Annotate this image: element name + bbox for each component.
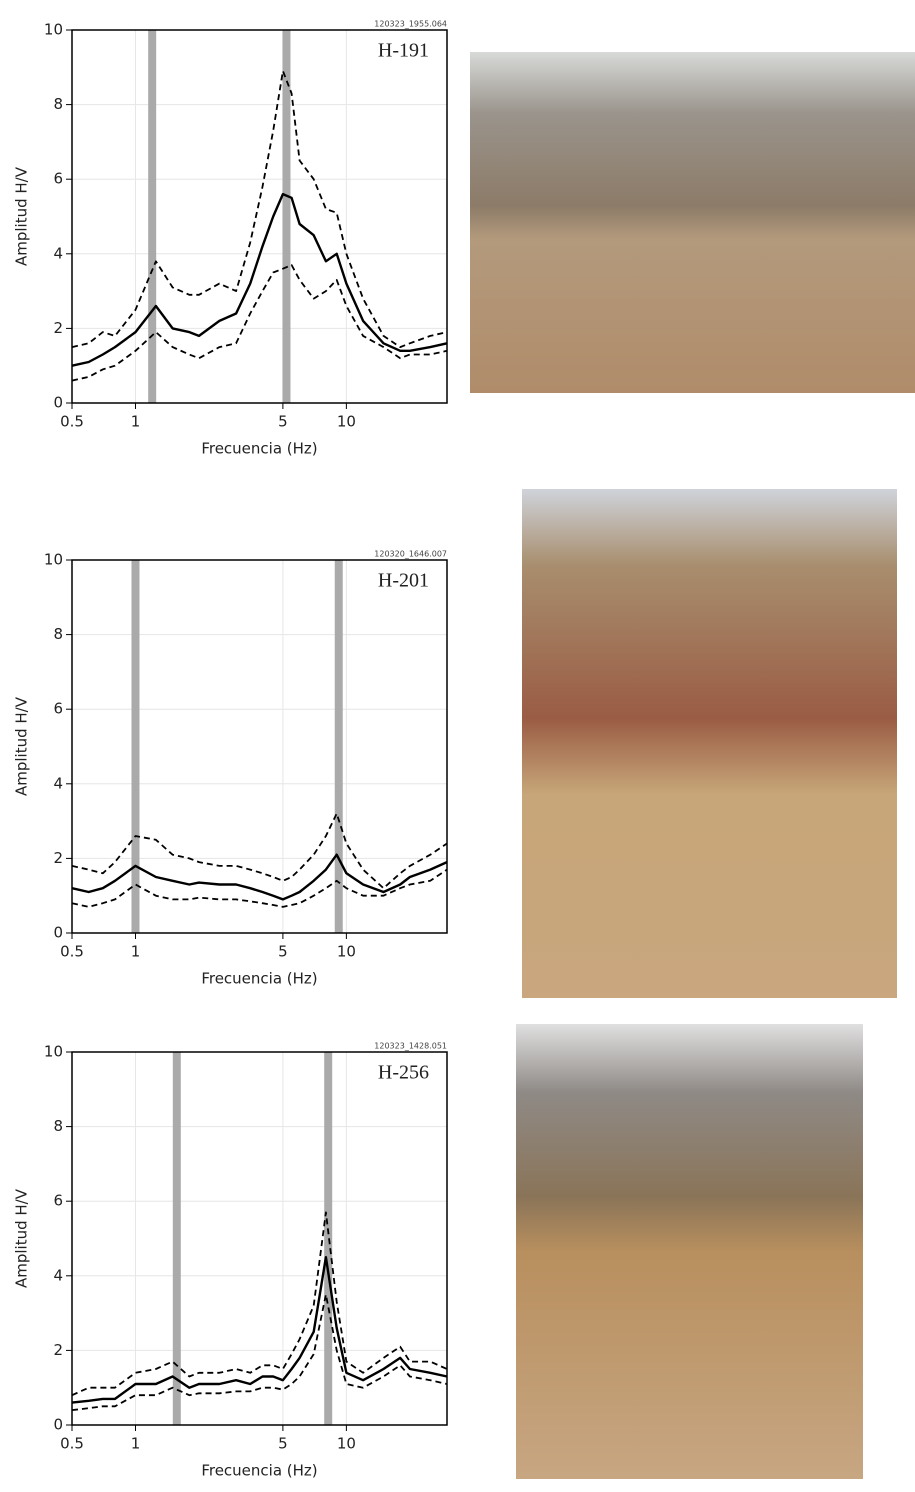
hv-curve (71, 868, 448, 908)
photo (470, 52, 915, 393)
x-tick-label: 0.5 (60, 413, 84, 431)
hv-curve (71, 192, 448, 367)
y-tick-label: 10 (44, 551, 63, 569)
y-axis-label: Amplitud H/V (13, 166, 31, 266)
peak-band (334, 560, 343, 933)
x-tick-label: 10 (337, 1435, 356, 1453)
chart-title: H-256 (378, 1062, 429, 1084)
x-axis-label: Frecuencia (Hz) (201, 1462, 317, 1480)
photo (516, 1024, 863, 1479)
hv-curve (71, 1293, 448, 1411)
file-id: 120323_1428.051 (374, 1042, 447, 1051)
y-tick-label: 6 (53, 1192, 63, 1210)
y-tick-label: 8 (53, 625, 63, 643)
x-tick-label: 1 (131, 1435, 141, 1453)
x-tick-label: 5 (278, 1435, 288, 1453)
x-tick-label: 0.5 (60, 943, 84, 961)
hv-curve (71, 812, 448, 890)
hv-curve (71, 264, 448, 382)
x-tick-label: 10 (337, 943, 356, 961)
y-tick-label: 10 (44, 1043, 63, 1061)
y-tick-label: 6 (53, 700, 63, 718)
y-axis-label: Amplitud H/V (13, 1188, 31, 1288)
x-tick-label: 0.5 (60, 1435, 84, 1453)
x-axis-label: Frecuencia (Hz) (201, 440, 317, 458)
peak-band (148, 30, 157, 403)
photo (522, 489, 897, 998)
y-tick-label: 4 (53, 1266, 63, 1284)
plot-frame (71, 29, 448, 404)
hv-curve (71, 853, 448, 901)
y-tick-label: 6 (53, 170, 63, 188)
hv-curve (71, 1255, 448, 1404)
peak-band (172, 1052, 181, 1425)
y-tick-label: 2 (53, 319, 63, 337)
y-axis-label: Amplitud H/V (13, 696, 31, 796)
x-axis-label: Frecuencia (Hz) (201, 970, 317, 988)
y-tick-label: 0 (53, 1416, 63, 1434)
hv-curve (71, 70, 448, 349)
y-tick-label: 4 (53, 244, 63, 262)
x-tick-label: 5 (278, 943, 288, 961)
chart-title: H-191 (378, 40, 429, 62)
x-tick-label: 10 (337, 413, 356, 431)
y-tick-label: 2 (53, 1341, 63, 1359)
y-tick-label: 2 (53, 849, 63, 867)
y-tick-label: 4 (53, 774, 63, 792)
y-tick-label: 8 (53, 95, 63, 113)
y-tick-label: 8 (53, 1117, 63, 1135)
hv-curve (71, 1211, 448, 1397)
peak-band (282, 30, 291, 403)
file-id: 120323_1955.064 (374, 20, 447, 29)
x-tick-label: 1 (131, 413, 141, 431)
y-tick-label: 10 (44, 21, 63, 39)
x-tick-label: 5 (278, 413, 288, 431)
file-id: 120320_1646.007 (374, 550, 447, 559)
y-tick-label: 0 (53, 394, 63, 412)
x-tick-label: 1 (131, 943, 141, 961)
plot-frame (71, 559, 448, 934)
chart-title: H-201 (378, 570, 429, 592)
plot-frame (71, 1051, 448, 1426)
y-tick-label: 0 (53, 924, 63, 942)
peak-band (131, 560, 140, 933)
